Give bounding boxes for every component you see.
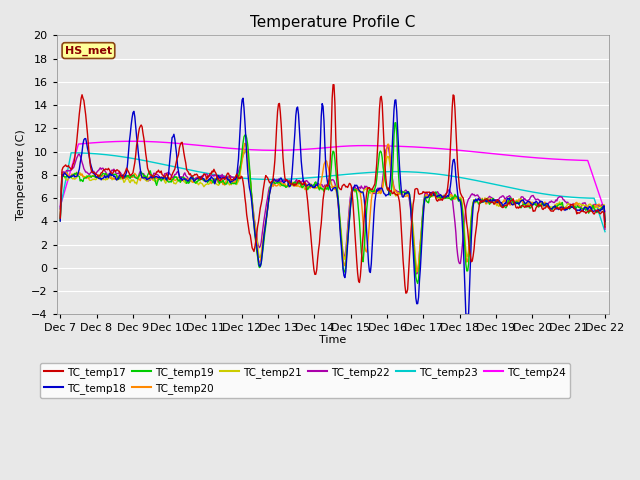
TC_temp19 [378, 149, 385, 155]
TC_temp24 [378, 143, 386, 149]
TC_temp18 [56, 218, 64, 224]
TC_temp17 [303, 190, 310, 196]
TC_temp19 [303, 184, 310, 190]
TC_temp22 [153, 171, 161, 177]
TC_temp24 [128, 138, 136, 144]
TC_temp18 [462, 312, 470, 317]
TC_temp24 [197, 143, 205, 148]
TC_temp23 [467, 177, 475, 182]
TC_temp22 [601, 227, 609, 232]
TC_temp18 [378, 186, 386, 192]
Line: TC_temp20: TC_temp20 [60, 144, 605, 271]
TC_temp22 [422, 191, 429, 196]
TC_temp17 [601, 224, 609, 230]
TC_temp19 [392, 120, 399, 126]
Line: TC_temp22: TC_temp22 [60, 147, 605, 274]
Line: TC_temp24: TC_temp24 [60, 141, 605, 212]
TC_temp17 [56, 215, 64, 221]
TC_temp18 [421, 195, 429, 201]
Line: TC_temp23: TC_temp23 [60, 153, 605, 232]
TC_temp21 [56, 218, 64, 224]
TC_temp23 [421, 170, 429, 176]
TC_temp17 [402, 290, 410, 296]
TC_temp22 [196, 176, 204, 182]
TC_temp18 [601, 219, 609, 225]
TC_temp19 [153, 182, 161, 188]
TC_temp22 [413, 271, 420, 277]
TC_temp20 [56, 216, 64, 221]
TC_temp20 [241, 141, 249, 146]
TC_temp17 [468, 258, 476, 264]
TC_temp21 [241, 147, 249, 153]
TC_temp24 [601, 209, 609, 215]
TC_temp19 [56, 217, 64, 223]
TC_temp21 [422, 195, 429, 201]
TC_temp20 [468, 206, 476, 212]
TC_temp20 [153, 174, 161, 180]
TC_temp22 [384, 144, 392, 150]
TC_temp17 [422, 190, 429, 195]
TC_temp21 [304, 186, 312, 192]
TC_temp21 [468, 204, 476, 209]
TC_temp18 [153, 173, 161, 179]
TC_temp23 [378, 169, 386, 175]
X-axis label: Time: Time [319, 335, 346, 345]
TC_temp23 [601, 229, 609, 235]
TC_temp22 [378, 187, 385, 192]
TC_temp24 [304, 146, 312, 152]
TC_temp21 [153, 178, 161, 184]
Text: HS_met: HS_met [65, 46, 112, 56]
TC_temp18 [304, 182, 312, 188]
TC_temp21 [413, 269, 420, 275]
Legend: TC_temp17, TC_temp18, TC_temp19, TC_temp20, TC_temp21, TC_temp22, TC_temp23, TC_: TC_temp17, TC_temp18, TC_temp19, TC_temp… [40, 363, 570, 398]
TC_temp17 [329, 82, 337, 87]
TC_temp20 [304, 184, 312, 190]
TC_temp21 [378, 185, 386, 191]
TC_temp22 [468, 191, 476, 197]
TC_temp20 [414, 268, 422, 274]
TC_temp23 [304, 175, 312, 181]
TC_temp23 [154, 160, 161, 166]
TC_temp18 [196, 175, 204, 181]
Line: TC_temp18: TC_temp18 [60, 98, 605, 314]
TC_temp19 [601, 221, 609, 227]
TC_temp17 [378, 100, 386, 106]
TC_temp17 [153, 169, 161, 175]
TC_temp21 [601, 217, 609, 223]
TC_temp24 [154, 139, 161, 145]
Y-axis label: Temperature (C): Temperature (C) [15, 130, 26, 220]
TC_temp24 [421, 144, 429, 150]
TC_temp19 [468, 206, 476, 212]
TC_temp17 [196, 177, 204, 182]
TC_temp23 [67, 150, 75, 156]
TC_temp20 [601, 218, 609, 224]
TC_temp19 [414, 280, 422, 286]
Line: TC_temp19: TC_temp19 [60, 123, 605, 283]
TC_temp18 [239, 96, 247, 101]
TC_temp20 [196, 174, 204, 180]
TC_temp23 [56, 205, 64, 211]
Line: TC_temp17: TC_temp17 [60, 84, 605, 293]
TC_temp19 [196, 177, 204, 183]
TC_temp21 [196, 179, 204, 185]
TC_temp20 [378, 187, 386, 193]
TC_temp22 [303, 178, 310, 183]
TC_temp23 [197, 169, 205, 175]
Title: Temperature Profile C: Temperature Profile C [250, 15, 415, 30]
TC_temp24 [467, 149, 475, 155]
TC_temp18 [468, 217, 476, 223]
TC_temp20 [422, 192, 429, 197]
TC_temp19 [422, 197, 429, 203]
TC_temp24 [56, 204, 64, 209]
Line: TC_temp21: TC_temp21 [60, 150, 605, 272]
TC_temp22 [56, 206, 64, 212]
